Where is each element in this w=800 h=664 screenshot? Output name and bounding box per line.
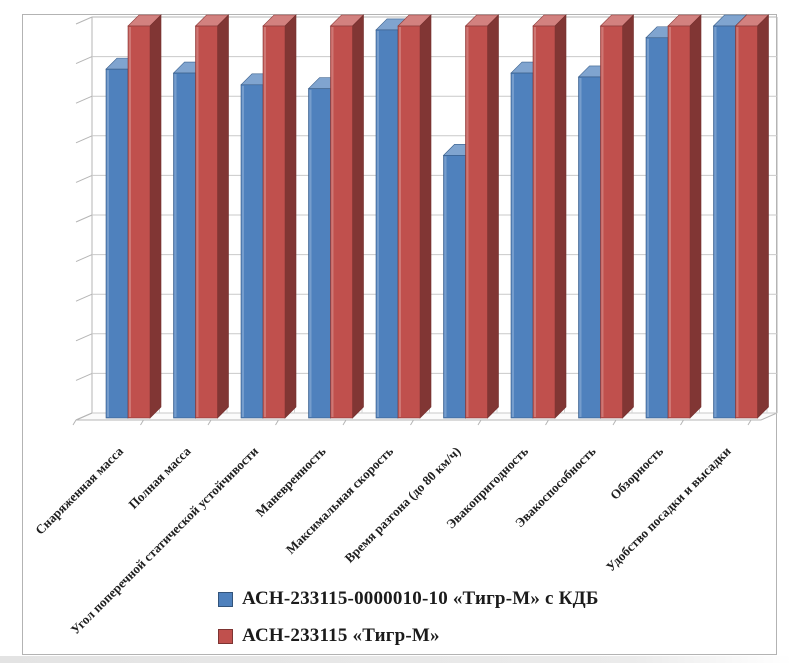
bar-series0-cat1-front <box>173 72 196 419</box>
bar-series1-cat7-side <box>622 14 634 419</box>
bar-series0-cat3-highlight <box>309 89 312 417</box>
bar-series1-cat2-highlight <box>263 27 266 417</box>
bar-series1-cat1-highlight <box>196 27 199 417</box>
bar-series0-cat4-front <box>375 29 399 419</box>
bar-series1-cat7-highlight <box>601 27 604 417</box>
bar-series1-cat0-highlight <box>128 27 131 417</box>
category-label-0: Снаряженная масса <box>32 443 126 537</box>
bar-series1-cat6 <box>532 14 567 419</box>
bar-series0-cat3-front <box>308 88 331 419</box>
bar-series0-cat2-front <box>240 84 264 419</box>
bar-series1-cat9 <box>734 14 770 419</box>
y-axis-tick-4 <box>75 254 93 263</box>
bar-series0-cat0-front <box>105 68 129 419</box>
y-axis-tick-5 <box>75 214 93 223</box>
y-axis-tick-10 <box>75 16 93 25</box>
y-axis-tick-6 <box>75 174 93 183</box>
bar-series1-cat4 <box>397 14 432 419</box>
bar-series0-cat5-highlight <box>444 156 447 418</box>
bar-series1-cat2-side <box>284 14 297 419</box>
bar-series1-cat3-highlight <box>331 27 334 417</box>
bar-series1-cat5 <box>464 14 500 419</box>
x-axis-tick-5 <box>410 419 414 426</box>
x-axis-tick-10 <box>747 419 752 426</box>
bar-series0-cat8-highlight <box>646 38 649 417</box>
legend-swatch-blue-icon <box>218 591 233 607</box>
bar-series1-cat5-highlight <box>466 27 469 417</box>
bar-series1-cat8-front <box>667 25 691 419</box>
bar-series1-cat4-highlight <box>398 27 401 417</box>
bar-series1-cat3-front <box>330 25 353 419</box>
bar-series1-cat7 <box>599 14 635 419</box>
bar-series0-cat5-front <box>443 155 466 419</box>
x-axis-tick-1 <box>140 419 144 426</box>
bar-series0-cat2-highlight <box>241 85 244 418</box>
y-axis-tick-3 <box>75 293 93 302</box>
bar-series1-cat9-highlight <box>736 27 739 417</box>
legend-swatch-red-icon <box>218 628 233 644</box>
bar-series0-cat7-highlight <box>579 77 582 418</box>
x-axis-tick-3 <box>275 419 279 426</box>
bar-series1-cat5-front <box>465 25 488 419</box>
y-axis-tick-7 <box>75 135 93 144</box>
bar-series0-cat4-highlight <box>376 30 379 417</box>
bar-series1-cat9-side <box>757 14 769 419</box>
bar-series1-cat8 <box>667 14 702 419</box>
category-label-3: Маневренность <box>253 443 329 519</box>
bar-series1-cat9-front <box>735 25 758 419</box>
bar-series1-cat3-side <box>352 14 364 419</box>
x-axis-tick-4 <box>342 419 347 426</box>
legend-item-series-0: АСН-233115-0000010-10 «Тигр-М» с КДБ <box>218 588 599 610</box>
y-axis-tick-8 <box>75 95 93 104</box>
bar-series0-cat7-front <box>578 76 601 419</box>
bar-series0-cat9-front <box>713 25 736 419</box>
category-label-5: Время разгона (до 80 км/ч) <box>342 444 464 566</box>
bar-series1-cat8-highlight <box>668 27 671 417</box>
bar-series0-cat8-front <box>645 37 669 419</box>
bar-series1-cat3 <box>329 14 365 419</box>
bar-series0-cat6-front <box>510 72 534 419</box>
bar-series1-cat6-highlight <box>533 27 536 417</box>
y-axis-tick-2 <box>75 333 93 342</box>
bar-series1-cat1 <box>194 14 230 419</box>
bar-series1-cat0 <box>127 14 162 419</box>
bar-series1-cat1-side <box>217 14 229 419</box>
category-label-9: Удобство посадки и высадки <box>603 443 734 574</box>
category-label-8: Обзорность <box>607 443 666 502</box>
bar-series1-cat4-front <box>397 25 421 419</box>
x-axis-tick-6 <box>477 419 482 426</box>
legend-label-series-1: АСН-233115 «Тигр-М» <box>242 625 440 646</box>
bar-series1-cat2-front <box>262 25 286 419</box>
x-axis-tick-8 <box>612 419 617 426</box>
chart-legend: АСН-233115-0000010-10 «Тигр-М» с КДБ АСН… <box>218 588 599 662</box>
bar-series0-cat6-highlight <box>511 74 514 417</box>
bar-series1-cat5-side <box>487 14 499 419</box>
bars <box>105 14 770 419</box>
y-axis-tick-0 <box>75 412 93 421</box>
x-axis-tick-7 <box>545 419 549 426</box>
legend-label-series-0: АСН-233115-0000010-10 «Тигр-М» с КДБ <box>242 588 599 609</box>
bar-series1-cat4-side <box>419 14 432 419</box>
bar-series0-cat1-highlight <box>174 74 177 417</box>
y-axis-tick-1 <box>75 372 93 381</box>
x-axis-tick-0 <box>72 419 77 426</box>
page-bottom-edge <box>0 656 792 663</box>
bar-series1-cat1-front <box>195 25 218 419</box>
x-axis-tick-2 <box>207 419 212 426</box>
bar-series1-cat8-side <box>689 14 702 419</box>
bar-series1-cat0-front <box>127 25 151 419</box>
bar-series1-cat6-side <box>554 14 567 419</box>
bar-series1-cat2 <box>262 14 297 419</box>
bar-series0-cat0-highlight <box>106 70 109 418</box>
y-axis-tick-9 <box>75 56 93 65</box>
bar-series1-cat6-front <box>532 25 556 419</box>
bar-series1-cat0-side <box>149 14 162 419</box>
bar-series0-cat9-highlight <box>714 27 717 417</box>
x-axis-tick-9 <box>680 419 684 426</box>
legend-item-series-1: АСН-233115 «Тигр-М» <box>218 625 599 647</box>
category-label-1: Полная масса <box>125 443 194 512</box>
bar-series1-cat7-front <box>600 25 623 419</box>
